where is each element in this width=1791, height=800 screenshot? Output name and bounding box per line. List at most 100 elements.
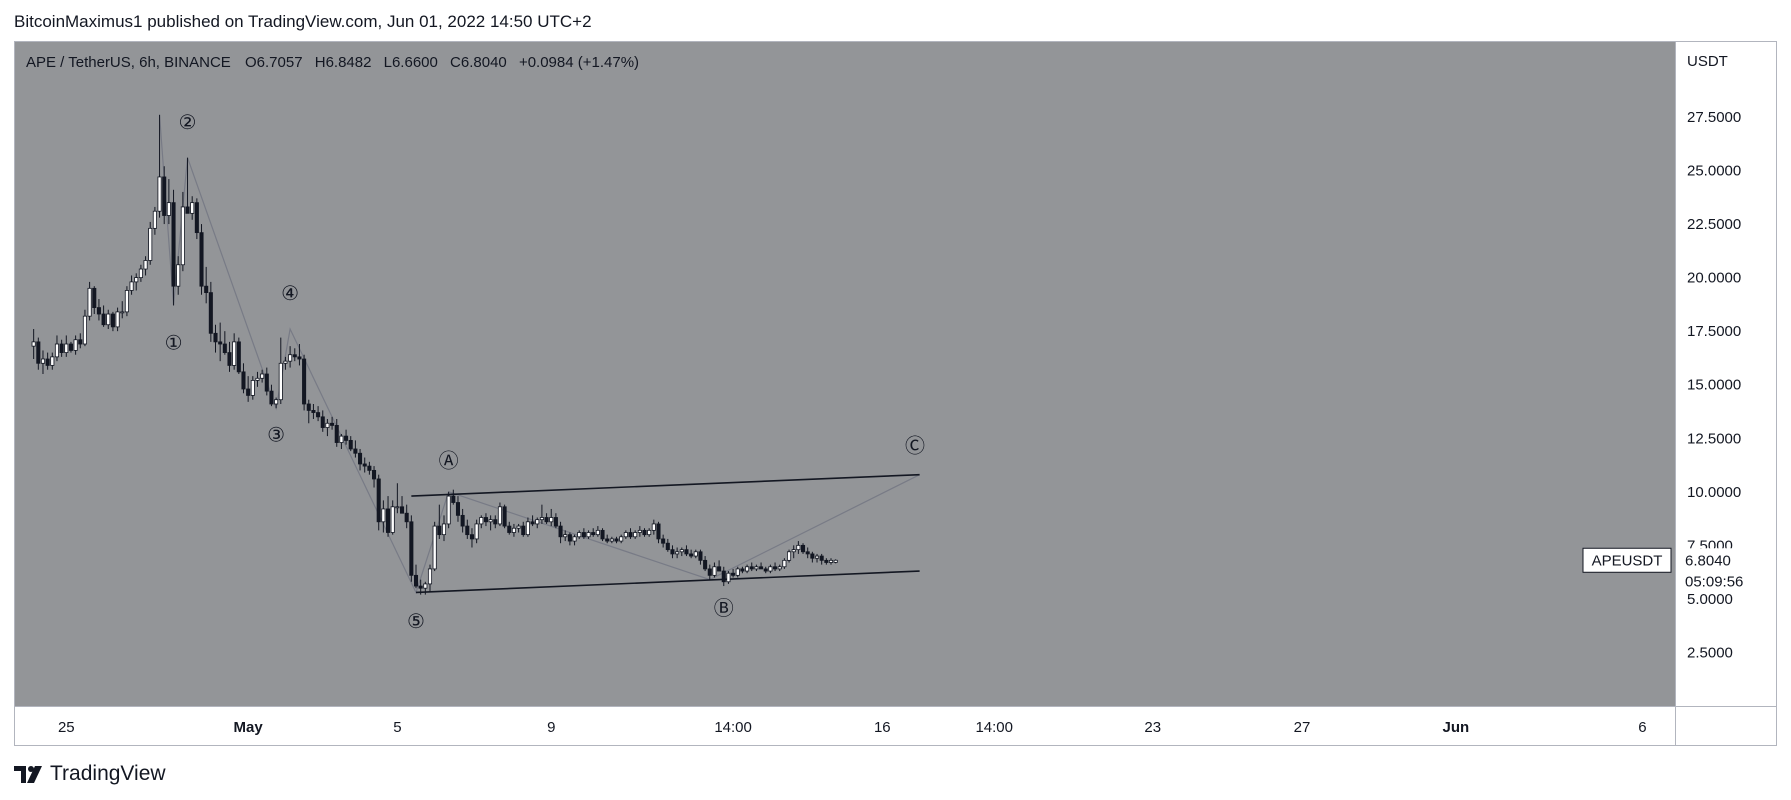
svg-text:APE / TetherUS, 6h, BINANCE: APE / TetherUS, 6h, BINANCE O6.7057 H6.8… (26, 54, 639, 71)
wave-label: Ⓐ (439, 448, 459, 472)
candle-body-down (707, 568, 712, 576)
candle-body-up (712, 566, 717, 576)
chart-panel[interactable]: 27.5000 25.0000 22.5000 20.0000 17.5000 15.00… (14, 41, 1777, 746)
candle-body-up (427, 568, 433, 585)
candle (497, 502, 502, 527)
candle-body-up (54, 343, 59, 358)
candle-body-down (684, 549, 689, 555)
candle (600, 528, 605, 542)
candle-body-up (73, 339, 78, 351)
candle (353, 440, 358, 458)
tradingview-brand[interactable]: TradingView (14, 762, 166, 786)
candle (558, 521, 563, 544)
candle (647, 528, 652, 537)
candlestick-chart[interactable]: 27.5000 25.0000 22.5000 20.0000 17.5000 15.00… (15, 42, 1776, 745)
candle-body-down (605, 538, 610, 542)
candle (801, 543, 806, 554)
candle-body-up (693, 551, 698, 557)
candle (437, 504, 442, 539)
candle-body-up (143, 260, 148, 270)
candle (334, 418, 339, 447)
candle-body-down (460, 514, 465, 527)
candle-body-up (180, 206, 185, 266)
candle-body-down (241, 371, 246, 390)
candle-body-down (292, 354, 297, 358)
candle-body-up (106, 313, 111, 326)
candle (208, 281, 213, 342)
candle (148, 221, 153, 265)
candle-body-up (577, 532, 582, 538)
plot-area[interactable] (15, 42, 1675, 706)
candle (292, 348, 297, 362)
candle (777, 564, 782, 572)
candle (833, 559, 838, 564)
candle (218, 322, 223, 362)
candle-body-up (474, 523, 479, 540)
candle (325, 418, 330, 437)
wave-label: ② (179, 110, 197, 134)
candle-body-down (45, 358, 50, 366)
candle (572, 534, 577, 546)
candle (549, 508, 554, 527)
price-axis[interactable] (1675, 42, 1776, 706)
candle-body-down (698, 551, 703, 561)
candle-body-up (768, 566, 773, 572)
symbol-legend: APE / TetherUS, 6h, BINANCE O6.7057 H6.8… (26, 54, 639, 71)
candle-body-up (339, 435, 344, 443)
candle (679, 547, 684, 557)
candle-body-down (502, 506, 507, 527)
publisher-caption: BitcoinMaximus1 published on TradingView… (14, 12, 592, 31)
candle (50, 352, 55, 370)
symbol-title: APE / TetherUS, 6h, BINANCE (26, 54, 231, 71)
candle (171, 189, 176, 306)
candle (106, 309, 111, 330)
candle (455, 496, 461, 522)
candle (670, 545, 675, 559)
wave-label: Ⓑ (714, 596, 734, 620)
candle-body-down (455, 502, 461, 516)
candle-body-down (185, 206, 190, 214)
candle-body-down (316, 412, 321, 418)
candle-body-down (386, 508, 391, 533)
candle-body-up (64, 343, 69, 353)
candle-body-up (535, 519, 540, 525)
candle (749, 562, 754, 572)
candle (64, 335, 69, 357)
candle-body-down (101, 313, 106, 326)
candle-body-down (581, 532, 586, 538)
candle (395, 483, 400, 514)
price-tick-label: 12.5000 (1687, 430, 1741, 447)
candle (586, 530, 591, 539)
candle-body-down (642, 529, 647, 536)
candle (376, 474, 381, 531)
candle (814, 553, 820, 563)
candle (740, 566, 745, 574)
bar-countdown: 05:09:56 (1685, 573, 1743, 590)
candle (143, 256, 148, 276)
candle-body-down (521, 525, 526, 536)
candle (810, 551, 815, 563)
channel-lines (411, 473, 920, 594)
candle-body-down (717, 566, 722, 572)
candle (651, 519, 656, 535)
candle (409, 515, 414, 582)
candle (493, 515, 498, 529)
channel-line (411, 473, 920, 497)
candle-body-down (344, 435, 349, 441)
time-axis[interactable] (15, 706, 1776, 745)
candles (31, 114, 838, 595)
candle (204, 266, 209, 304)
candle-body-up (549, 517, 554, 523)
candle-body-down (68, 343, 73, 351)
wave-labels: ① ② ③ ④ ⑤ Ⓐ Ⓑ Ⓒ (165, 110, 925, 633)
time-tick-label: 6 (1638, 719, 1646, 736)
candle-body-down (805, 551, 810, 555)
candle-body-down (661, 538, 666, 544)
candle-body-down (437, 525, 442, 536)
candle (82, 309, 87, 347)
candle (773, 562, 778, 572)
candle-body-down (311, 410, 316, 413)
candle-body-down (78, 339, 83, 345)
candle (488, 515, 493, 531)
candle (386, 496, 391, 537)
